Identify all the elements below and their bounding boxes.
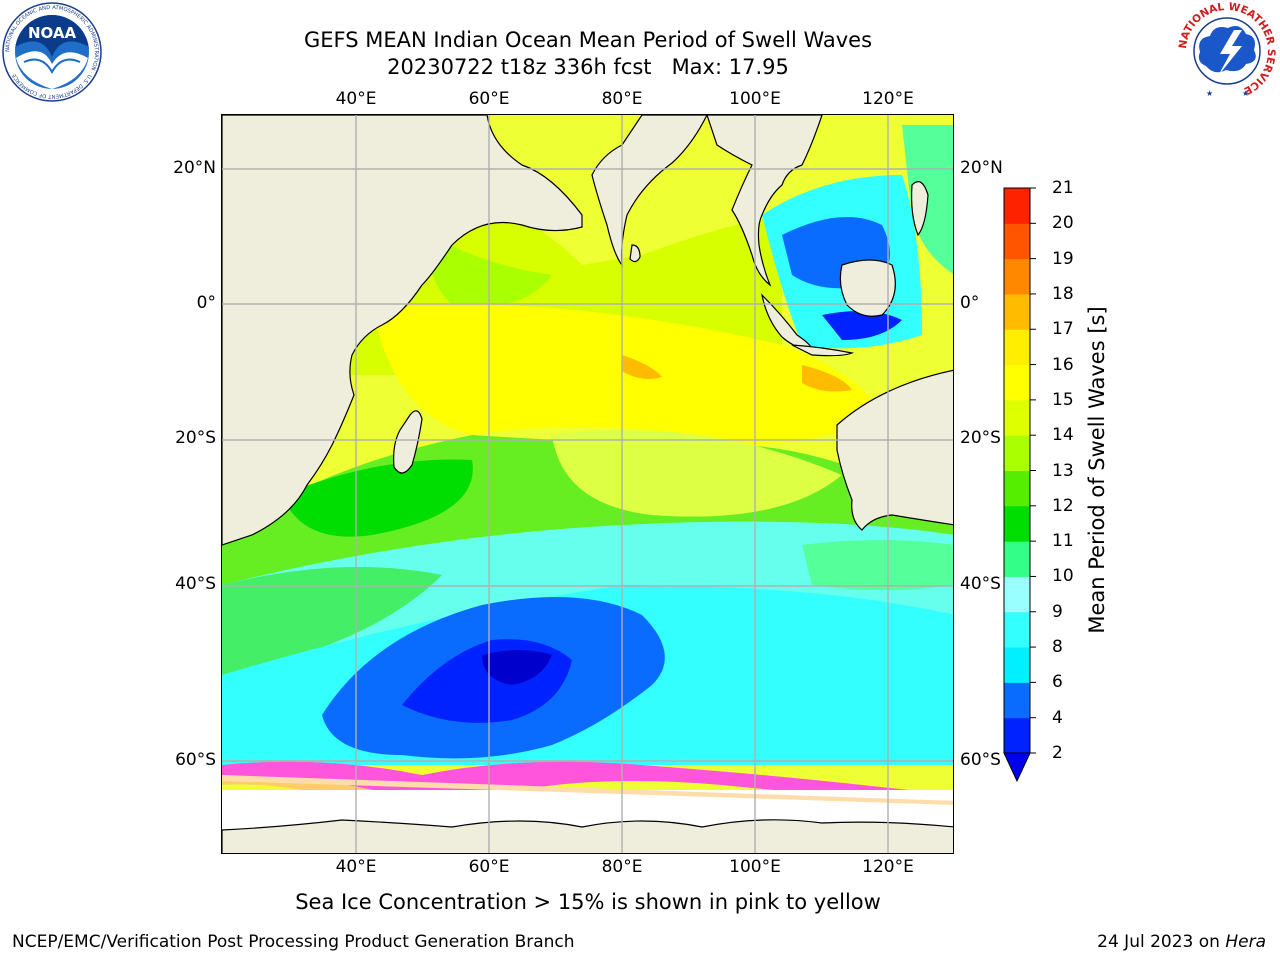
colorbar-bin (1004, 435, 1030, 471)
colorbar (1000, 186, 1040, 786)
sea-ice-note: Sea Ice Concentration > 15% is shown in … (295, 890, 881, 914)
colorbar-bin (1004, 364, 1030, 401)
map-panel (221, 114, 954, 854)
colorbar-tick-label: 19 (1052, 248, 1074, 269)
lat-tick-left: 20°N (173, 158, 216, 178)
colorbar-bin (1004, 505, 1030, 542)
map-title: GEFS MEAN Indian Ocean Mean Period of Sw… (303, 28, 873, 52)
map-subtitle: 20230722 t18z 336h fcst Max: 17.95 (387, 55, 789, 79)
colorbar-tick-label: 10 (1052, 566, 1074, 587)
colorbar-bin (1004, 399, 1030, 436)
lat-tick-left: 60°S (175, 750, 216, 770)
colorbar-tick-label: 16 (1052, 354, 1074, 375)
lon-tick-bottom: 100°E (729, 857, 781, 877)
colorbar-bin (1004, 188, 1030, 224)
svg-text:★: ★ (1206, 89, 1213, 98)
noaa-logo: NOAA NATIONAL OCEANIC AND ATMOSPHERIC AD… (2, 2, 102, 102)
lon-tick-bottom: 80°E (601, 857, 643, 877)
lon-tick-top: 40°E (335, 89, 377, 109)
colorbar-tick-label: 13 (1052, 460, 1074, 481)
date-text: 24 Jul 2023 on (1097, 932, 1226, 952)
lon-tick-bottom: 40°E (335, 857, 377, 877)
nws-logo: NATIONAL WEATHER SERVICE ★ ★ (1176, 0, 1278, 102)
lat-tick-left: 0° (196, 293, 216, 313)
colorbar-bin (1004, 611, 1030, 648)
colorbar-tick-label: 11 (1052, 531, 1074, 552)
lon-tick-bottom: 60°E (468, 857, 510, 877)
producer-credit: NCEP/EMC/Verification Post Processing Pr… (12, 932, 575, 952)
svg-text:★: ★ (1242, 89, 1249, 98)
colorbar-tick-label: 15 (1052, 389, 1074, 410)
colorbar-bin (1004, 329, 1030, 366)
colorbar-bin (1004, 682, 1030, 719)
colorbar-title: Mean Period of Swell Waves [s] (1085, 306, 1109, 634)
colorbar-bin (1004, 293, 1030, 330)
graticule (222, 115, 953, 853)
colorbar-bin (1004, 223, 1030, 260)
lon-tick-top: 60°E (468, 89, 510, 109)
colorbar-tick-label: 4 (1052, 707, 1063, 728)
lat-tick-right: 40°S (960, 574, 1001, 594)
colorbar-tick-label: 17 (1052, 319, 1074, 340)
colorbar-bin (1004, 717, 1030, 754)
noaa-logo-text: NOAA (28, 24, 77, 42)
colorbar-bin (1004, 576, 1030, 613)
land (222, 115, 953, 853)
colorbar-extend-min (1003, 752, 1031, 783)
colorbar-bin (1004, 470, 1030, 507)
colorbar-tick-label: 8 (1052, 637, 1063, 658)
colorbar-tick-label: 21 (1052, 178, 1074, 198)
colorbar-tick-label: 20 (1052, 213, 1074, 234)
lon-tick-bottom: 120°E (862, 857, 914, 877)
colorbar-bin (1004, 647, 1030, 683)
lat-tick-left: 40°S (175, 574, 216, 594)
lat-tick-right: 20°S (960, 428, 1001, 448)
generation-date: 24 Jul 2023 on Hera (1097, 932, 1266, 952)
lat-tick-right: 0° (960, 293, 980, 313)
colorbar-tick-label: 9 (1052, 601, 1063, 622)
lon-tick-top: 120°E (862, 89, 914, 109)
machine-name: Hera (1225, 932, 1266, 952)
colorbar-tick-label: 2 (1052, 743, 1063, 763)
colorbar-tick-label: 18 (1052, 283, 1074, 304)
colorbar-bin (1004, 541, 1030, 577)
lon-tick-top: 100°E (729, 89, 781, 109)
lon-tick-top: 80°E (601, 89, 643, 109)
lat-tick-left: 20°S (175, 428, 216, 448)
colorbar-tick-label: 14 (1052, 425, 1074, 446)
colorbar-tick-label: 6 (1052, 672, 1063, 693)
lat-tick-right: 20°N (960, 158, 1003, 178)
colorbar-bin (1004, 258, 1030, 295)
colorbar-tick-label: 12 (1052, 495, 1074, 516)
lat-tick-right: 60°S (960, 750, 1001, 770)
